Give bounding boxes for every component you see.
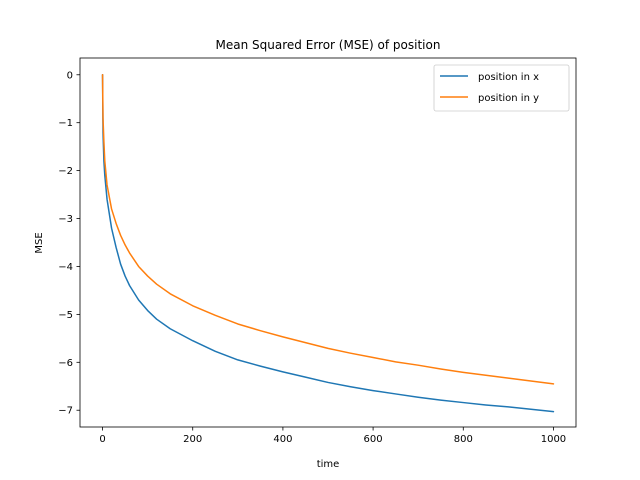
x-tick-label: 0: [99, 434, 105, 445]
y-tick-label: 0: [67, 70, 73, 81]
y-tick-label: −4: [58, 262, 73, 273]
y-tick-label: −2: [58, 166, 73, 177]
y-tick-label: −3: [58, 214, 73, 225]
x-tick-label: 600: [364, 434, 383, 445]
x-tick-label: 400: [273, 434, 292, 445]
y-axis-label: MSE: [34, 232, 45, 253]
y-tick-label: −7: [58, 406, 73, 417]
series-line-1: [101, 74, 555, 413]
plot-area: 0 200 400 600 800 1000 0 −1 −2 −3 −4 −5 −6 −7: [58, 57, 577, 445]
x-tick-label: 200: [183, 434, 202, 445]
x-tick-label: 1000: [541, 434, 566, 445]
y-tick-label: −6: [58, 358, 73, 369]
legend: position in x position in y: [433, 64, 570, 112]
series-line-2: [101, 74, 555, 385]
axes-frame: [79, 57, 577, 428]
x-axis-label: time: [317, 459, 340, 470]
y-tick-label: −5: [58, 310, 73, 321]
x-tick-label: 800: [454, 434, 473, 445]
legend-label-2: position in y: [478, 93, 539, 104]
chart-title: Mean Squared Error (MSE) of position: [216, 38, 441, 52]
y-tick-label: −1: [58, 118, 73, 129]
legend-label-1: position in x: [478, 72, 539, 83]
